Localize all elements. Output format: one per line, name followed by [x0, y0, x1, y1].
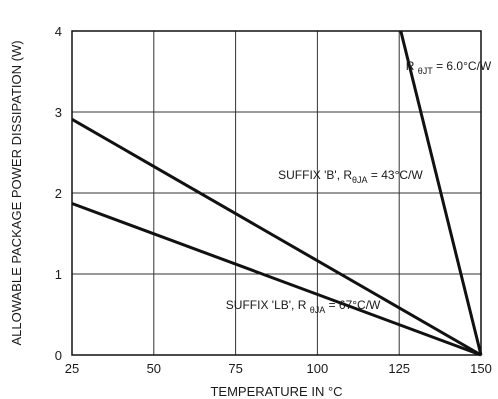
- annotation-rjt: R θJT = 6.0°C/W: [406, 59, 492, 76]
- plot-frame: [71, 30, 482, 356]
- annotation-suffix_lb: SUFFIX 'LB', R θJA = 67°C/W: [226, 298, 381, 315]
- series-lines: [71, 30, 483, 357]
- x-tick-labels: 25 50 75 100 125 150: [65, 361, 492, 376]
- y-tick-label: 0: [55, 348, 62, 363]
- annotation-subscript: θJA: [310, 305, 326, 315]
- y-tick-labels: 0 1 2 3 4: [55, 24, 62, 363]
- x-tick-label: 150: [470, 361, 492, 376]
- y-tick-label: 3: [55, 105, 62, 120]
- y-axis-title: ALLOWABLE PACKAGE POWER DISSIPATION (W): [9, 40, 24, 345]
- x-tick-label: 75: [228, 361, 242, 376]
- annotation-suffix_b: SUFFIX 'B', RθJA = 43°C/W: [278, 168, 423, 185]
- annotation-value: = 6.0°C/W: [433, 59, 492, 73]
- y-tick-label: 1: [55, 267, 62, 282]
- annotation-text: SUFFIX 'LB', R: [226, 298, 310, 312]
- series-line-suffix_lb: [71, 202, 482, 357]
- annotation-subscript: θJA: [352, 175, 368, 185]
- x-axis-title: TEMPERATURE IN °C: [210, 384, 342, 399]
- annotation-value: = 67°C/W: [325, 298, 381, 312]
- x-tick-label: 25: [65, 361, 79, 376]
- series-line-suffix_b: [71, 118, 482, 357]
- x-tick-label: 125: [388, 361, 410, 376]
- y-tick-label: 2: [55, 186, 62, 201]
- x-tick-label: 50: [147, 361, 161, 376]
- annotation-value: = 43°C/W: [368, 168, 424, 182]
- series-line-rjt: [399, 30, 483, 356]
- annotation-text: R: [406, 59, 418, 73]
- y-tick-label: 4: [55, 24, 62, 39]
- annotation-subscript: θJT: [418, 66, 434, 76]
- annotation-text: SUFFIX 'B', R: [278, 168, 352, 182]
- x-tick-label: 100: [307, 361, 329, 376]
